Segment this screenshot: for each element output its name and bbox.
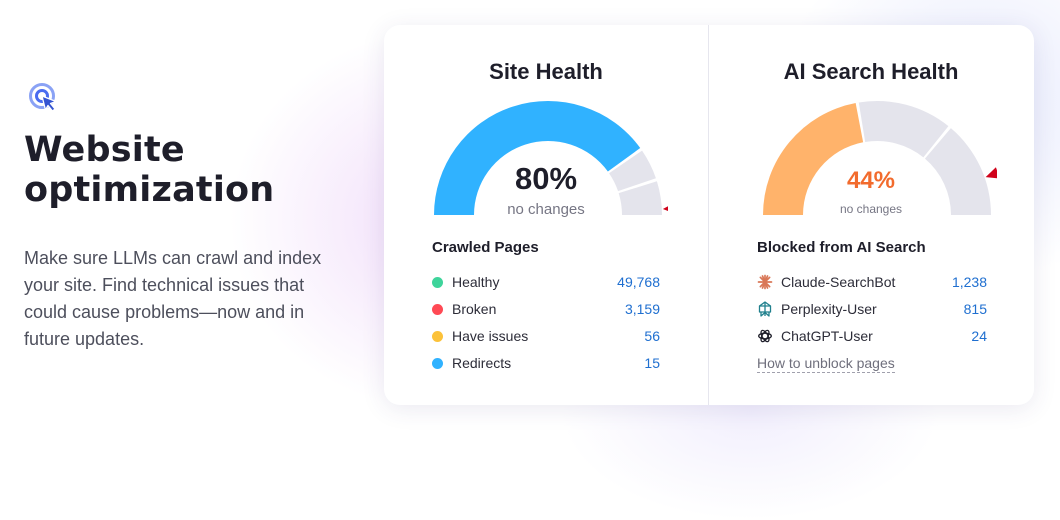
ai-search-health-gauge — [763, 101, 997, 215]
row-value-link[interactable]: 15 — [644, 355, 660, 371]
ai-search-health-panel: AI Search Health 44% no changes Blocked … — [709, 25, 1033, 405]
site-health-panel: Site Health 80% no changes Crawled Pages… — [384, 25, 708, 405]
ai-search-health-gauge-track-1 — [858, 101, 949, 158]
site-health-gauge-fill — [434, 101, 641, 215]
title-line-2: optimization — [24, 170, 275, 210]
ai-search-health-title: AI Search Health — [783, 59, 959, 84]
page-title: Website optimization — [24, 130, 344, 210]
status-dot-icon — [432, 304, 443, 315]
perplexity-icon — [758, 301, 772, 317]
card-divider — [708, 25, 709, 405]
ai-search-health-change: no changes — [839, 202, 903, 216]
title-line-1: Website — [24, 130, 185, 170]
site-health-change: no changes — [507, 201, 585, 218]
row-label: Claude-SearchBot — [781, 274, 896, 290]
site-health-percent: 80% — [514, 161, 578, 196]
cursor-click-icon — [29, 83, 57, 112]
site-health-title: Site Health — [489, 59, 603, 84]
status-dot-icon — [432, 358, 443, 369]
row-value-link[interactable]: 24 — [971, 328, 987, 344]
ai-search-health-gauge-fill — [763, 103, 864, 215]
row-claude-searchbot[interactable]: Claude-SearchBot 1,238 — [757, 273, 987, 293]
row-broken[interactable]: Broken 3,159 — [432, 300, 660, 320]
ai-search-health-target-marker-icon — [985, 167, 997, 179]
row-label: ChatGPT-User — [781, 328, 873, 344]
row-redirects[interactable]: Redirects 15 — [432, 354, 660, 374]
row-label: Perplexity-User — [781, 301, 877, 317]
row-value-link[interactable]: 3,159 — [624, 301, 660, 317]
site-health-gauge-track-1 — [609, 150, 656, 192]
row-value-link[interactable]: 815 — [963, 301, 987, 317]
crawled-pages-title: Crawled Pages — [432, 239, 539, 256]
claude-icon — [757, 274, 773, 290]
ai-search-health-percent: 44% — [846, 167, 896, 194]
row-perplexity-user[interactable]: Perplexity-User 815 — [757, 300, 987, 320]
row-label: Healthy — [452, 274, 500, 290]
site-health-gauge — [434, 101, 668, 215]
site-health-gauge-track-2 — [618, 181, 662, 215]
status-dot-icon — [432, 331, 443, 342]
ai-search-health-gauge-track-2 — [924, 128, 991, 215]
row-value-link[interactable]: 49,768 — [617, 274, 660, 290]
health-card: Site Health 80% no changes Crawled Pages… — [384, 25, 1034, 405]
intro-description: Make sure LLMs can crawl and index your … — [24, 248, 322, 349]
row-label: Broken — [452, 301, 497, 317]
row-have-issues[interactable]: Have issues 56 — [432, 327, 660, 347]
row-value-link[interactable]: 56 — [644, 328, 660, 344]
row-label: Have issues — [452, 328, 529, 344]
row-healthy[interactable]: Healthy 49,768 — [432, 273, 660, 293]
row-value-link[interactable]: 1,238 — [951, 274, 987, 290]
site-health-target-marker-icon — [662, 206, 668, 212]
blocked-title: Blocked from AI Search — [757, 239, 926, 256]
row-label: Redirects — [452, 355, 512, 371]
status-dot-icon — [432, 277, 443, 288]
openai-icon — [758, 329, 772, 343]
row-chatgpt-user[interactable]: ChatGPT-User 24 — [757, 327, 987, 347]
unblock-pages-link[interactable]: How to unblock pages — [757, 355, 895, 373]
